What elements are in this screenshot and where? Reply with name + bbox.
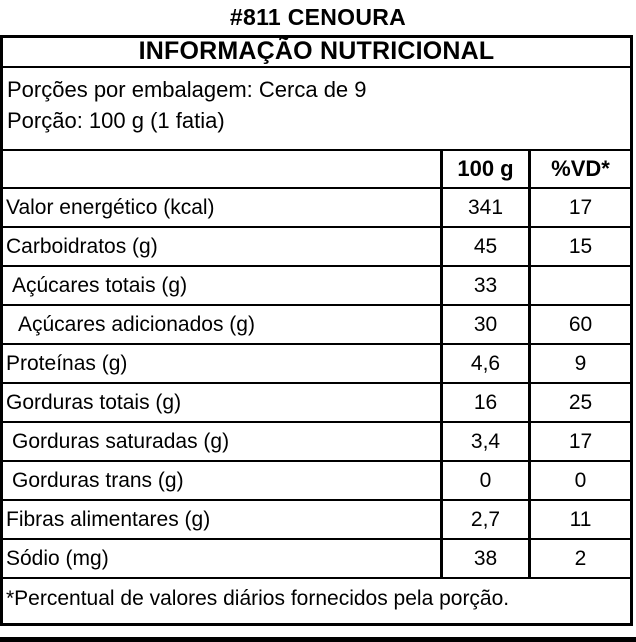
nutrient-dv: 17 — [528, 423, 630, 460]
table-row-fiber: Fibras alimentares (g) 2,7 11 — [3, 501, 630, 540]
table-row-protein: Proteínas (g) 4,6 9 — [3, 345, 630, 384]
dv-column-header: %VD* — [528, 151, 630, 187]
nutrient-label: Açúcares totais (g) — [12, 273, 188, 297]
nutrient-label: Proteínas (g) — [6, 351, 128, 375]
table-row-trans-fat: Gorduras trans (g) 0 0 — [3, 462, 630, 501]
nutrient-amount: 2,7 — [440, 501, 528, 538]
nutrient-dv: 9 — [528, 345, 630, 382]
table-row-carbs: Carboidratos (g) 45 15 — [3, 228, 630, 267]
serving-size: Porção: 100 g (1 fatia) — [7, 108, 225, 133]
nutrient-dv: 15 — [528, 228, 630, 265]
nutrient-dv: 0 — [528, 462, 630, 499]
nutrient-amount: 33 — [440, 267, 528, 304]
nutrient-amount: 341 — [440, 189, 528, 226]
nutrient-label: Gorduras saturadas (g) — [12, 429, 230, 453]
table-header: INFORMAÇÃO NUTRICIONAL — [3, 38, 630, 68]
nutrient-amount: 30 — [440, 306, 528, 343]
nutrient-amount: 38 — [440, 540, 528, 577]
nutrient-label: Sódio (mg) — [6, 546, 109, 570]
nutrient-dv: 2 — [528, 540, 630, 577]
nutrient-label: Fibras alimentares (g) — [6, 507, 211, 531]
footnote: *Percentual de valores diários fornecido… — [6, 587, 510, 610]
nutrient-label: Valor energético (kcal) — [6, 195, 215, 219]
nutrient-amount: 0 — [440, 462, 528, 499]
table-row-total-sugars: Açúcares totais (g) 33 — [3, 267, 630, 306]
nutrient-label: Açúcares adicionados (g) — [18, 312, 255, 336]
nutrient-amount: 4,6 — [440, 345, 528, 382]
nutrient-dv: 17 — [528, 189, 630, 226]
nutrient-dv: 25 — [528, 384, 630, 421]
nutrient-amount: 3,4 — [440, 423, 528, 460]
nutrient-dv: 11 — [528, 501, 630, 538]
nutrient-amount: 45 — [440, 228, 528, 265]
nutrient-dv: 60 — [528, 306, 630, 343]
servings-per-package: Porções por embalagem: Cerca de 9 — [7, 77, 367, 102]
column-header-row: 100 g %VD* — [3, 151, 630, 189]
table-row-energy: Valor energético (kcal) 341 17 — [3, 189, 630, 228]
nutrient-label: Gorduras totais (g) — [6, 390, 182, 414]
amount-column-header: 100 g — [440, 151, 528, 187]
nutrition-table: INFORMAÇÃO NUTRICIONAL Porções por embal… — [0, 35, 633, 626]
table-row-saturated-fat: Gorduras saturadas (g) 3,4 17 — [3, 423, 630, 462]
nutrient-amount: 16 — [440, 384, 528, 421]
table-row-total-fat: Gorduras totais (g) 16 25 — [3, 384, 630, 423]
nutrient-column-header — [3, 151, 440, 187]
page-title: #811 CENOURA — [229, 4, 407, 30]
nutrient-label: Carboidratos (g) — [6, 234, 158, 258]
table-row-added-sugars: Açúcares adicionados (g) 30 60 — [3, 306, 630, 345]
servings-info: Porções por embalagem: Cerca de 9 Porção… — [3, 68, 630, 151]
bottom-black-bar — [0, 637, 636, 642]
nutrient-label: Gorduras trans (g) — [12, 468, 184, 492]
nutrient-dv — [528, 267, 630, 304]
table-row-sodium: Sódio (mg) 38 2 — [3, 540, 630, 579]
